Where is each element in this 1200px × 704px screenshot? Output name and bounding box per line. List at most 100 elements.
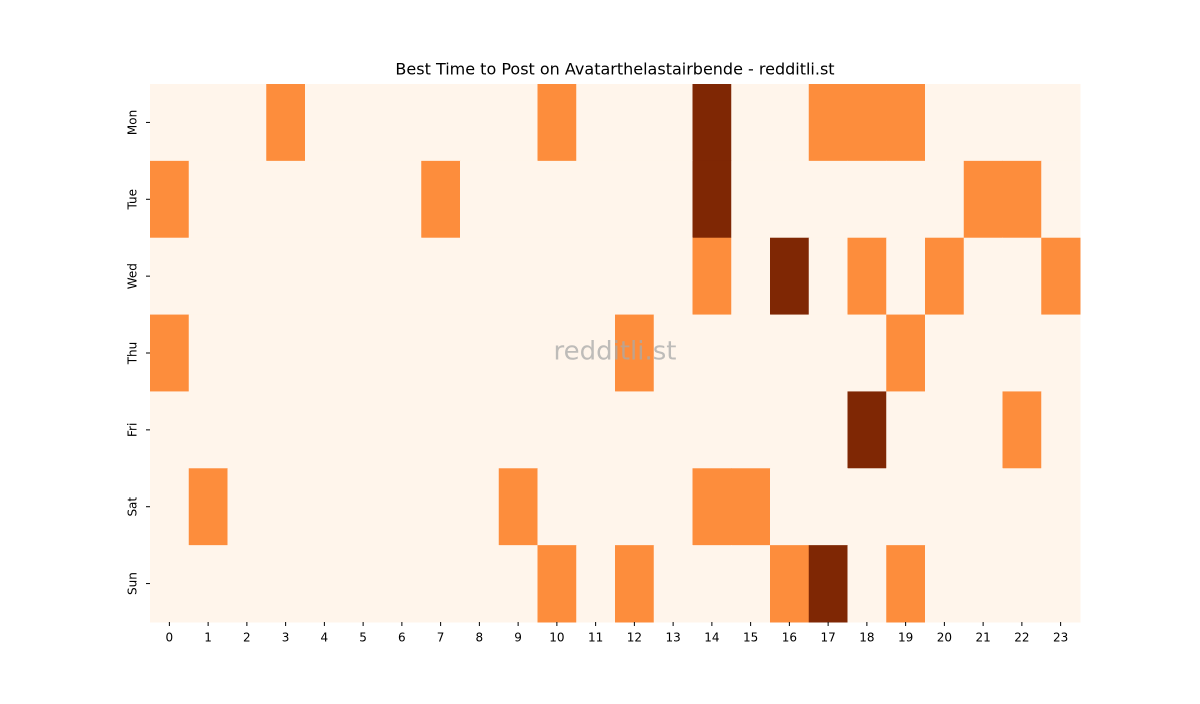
heat-cell xyxy=(847,84,887,162)
x-tick-label: 16 xyxy=(782,631,797,645)
heat-cell xyxy=(808,391,848,469)
heat-cell xyxy=(692,391,732,469)
heat-cell xyxy=(653,468,693,546)
heat-cell xyxy=(343,314,383,392)
heat-cell xyxy=(653,391,693,469)
heat-cell xyxy=(227,545,267,623)
heat-cell xyxy=(227,468,267,546)
heat-cell xyxy=(1041,468,1081,546)
heat-cell xyxy=(925,545,965,623)
heat-cell xyxy=(731,84,771,162)
heat-cell xyxy=(615,545,655,623)
y-tick-label: Fri xyxy=(126,423,140,437)
heat-cell xyxy=(847,391,887,469)
heat-cell xyxy=(576,160,616,239)
x-tick-label: 22 xyxy=(1014,631,1029,645)
heat-cell xyxy=(150,391,190,469)
heat-cell xyxy=(227,160,267,239)
heat-cell xyxy=(305,237,345,316)
heat-cell xyxy=(925,468,965,546)
y-tick-label: Wed xyxy=(126,263,140,289)
heat-cell xyxy=(305,314,345,392)
heat-cell xyxy=(886,391,926,469)
heat-cell xyxy=(460,314,500,392)
heat-cell xyxy=(382,314,422,392)
heat-cell xyxy=(305,391,345,469)
heat-cell xyxy=(188,160,228,239)
x-tick-label: 9 xyxy=(514,631,522,645)
heat-cell xyxy=(343,545,383,623)
heat-cell xyxy=(227,314,267,392)
heat-cell xyxy=(615,468,655,546)
heat-cell xyxy=(382,237,422,316)
heat-cell xyxy=(847,237,887,316)
heat-cell xyxy=(925,314,965,392)
heat-cell xyxy=(1041,160,1081,239)
heat-cell xyxy=(498,391,538,469)
x-tick-label: 20 xyxy=(937,631,952,645)
heat-cell xyxy=(1002,545,1042,623)
heat-cell xyxy=(615,237,655,316)
heat-cell xyxy=(576,84,616,162)
heat-cell xyxy=(963,84,1003,162)
heat-cell xyxy=(266,545,306,623)
heat-cell xyxy=(770,545,810,623)
heat-cell xyxy=(963,314,1003,392)
heat-cell xyxy=(770,314,810,392)
heat-cell xyxy=(653,237,693,316)
heat-cell xyxy=(615,84,655,162)
heat-cell xyxy=(382,84,422,162)
heat-cell xyxy=(925,160,965,239)
heat-cell xyxy=(1002,314,1042,392)
x-tick-label: 10 xyxy=(549,631,564,645)
heat-cell xyxy=(498,160,538,239)
x-tick-label: 19 xyxy=(898,631,913,645)
heat-cell xyxy=(1002,84,1042,162)
heat-cell xyxy=(847,545,887,623)
heat-cell xyxy=(886,314,926,392)
heat-cell xyxy=(925,391,965,469)
heat-cell xyxy=(847,160,887,239)
heat-cell xyxy=(886,468,926,546)
heat-cell xyxy=(1041,545,1081,623)
heat-cell xyxy=(227,391,267,469)
heat-cell xyxy=(615,391,655,469)
heat-cell xyxy=(963,160,1003,239)
heat-cell xyxy=(692,468,732,546)
heat-cell xyxy=(150,314,190,392)
heat-cell xyxy=(1002,160,1042,239)
heat-cell xyxy=(382,160,422,239)
heat-cell xyxy=(150,160,190,239)
heat-cell xyxy=(460,84,500,162)
heat-cell xyxy=(963,468,1003,546)
heat-cell xyxy=(963,237,1003,316)
x-tick-label: 21 xyxy=(975,631,990,645)
heat-cell xyxy=(653,314,693,392)
heat-cell xyxy=(1002,391,1042,469)
heat-cell xyxy=(537,160,577,239)
heat-cell xyxy=(886,160,926,239)
heat-cell xyxy=(537,314,577,392)
heat-cell xyxy=(421,237,461,316)
x-tick-label: 12 xyxy=(627,631,642,645)
heat-cell xyxy=(537,545,577,623)
heat-cell xyxy=(770,84,810,162)
heat-cell xyxy=(498,84,538,162)
watermark: redditli.st xyxy=(554,337,677,367)
heat-cell xyxy=(498,237,538,316)
heat-cell xyxy=(537,237,577,316)
x-tick-label: 4 xyxy=(321,631,329,645)
heat-cell xyxy=(498,545,538,623)
heat-cell xyxy=(498,314,538,392)
heat-cell xyxy=(305,84,345,162)
heat-cell xyxy=(963,391,1003,469)
heat-cell xyxy=(925,84,965,162)
heat-cell xyxy=(847,314,887,392)
heat-cell xyxy=(615,160,655,239)
y-tick-label: Mon xyxy=(126,110,140,135)
heat-cell xyxy=(731,545,771,623)
x-tick-label: 1 xyxy=(204,631,212,645)
heat-cell xyxy=(808,160,848,239)
heat-cell xyxy=(808,468,848,546)
heat-cell xyxy=(305,468,345,546)
